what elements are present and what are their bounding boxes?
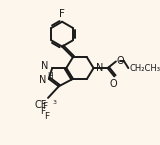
Text: F: F	[42, 102, 47, 111]
Text: CH₂CH₃: CH₂CH₃	[129, 64, 160, 73]
Text: N: N	[39, 75, 46, 85]
Text: 3: 3	[52, 100, 56, 105]
Text: CF: CF	[35, 100, 47, 110]
Text: N: N	[41, 61, 49, 71]
Text: H: H	[48, 72, 53, 81]
Text: F: F	[44, 112, 49, 121]
Text: F: F	[59, 9, 65, 19]
Text: N: N	[96, 63, 103, 73]
Text: O: O	[110, 79, 117, 89]
Text: O: O	[117, 56, 124, 66]
Text: F: F	[40, 107, 46, 116]
